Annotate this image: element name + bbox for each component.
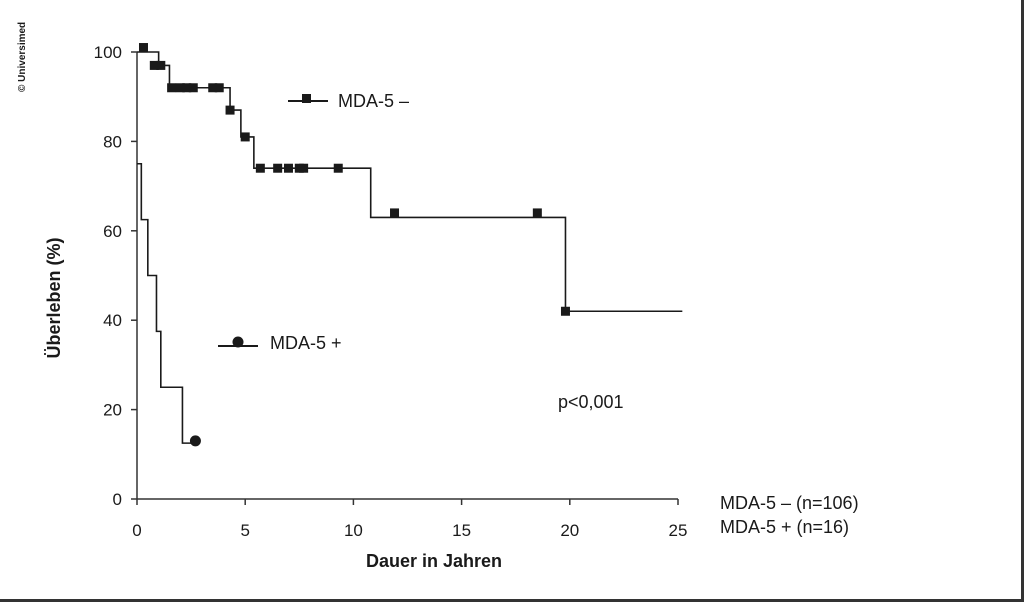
y-axis-title: Überleben (%) [44,237,64,358]
censor-square-mark [240,132,250,142]
censor-square-mark [225,105,235,115]
censor-square-mark [138,43,148,53]
legend-square-marker [302,94,311,103]
censor-circle-mark [189,435,201,447]
censor-square-mark [167,83,177,93]
axes [136,52,678,500]
x-tick-label: 10 [344,521,363,540]
x-axis-title: Dauer in Jahren [366,551,502,571]
p-value: p<0,001 [558,392,624,412]
censor-square-mark [182,83,192,93]
legend-label-mda5-negative: MDA-5 – [338,91,409,111]
curve-mda5-positive [137,162,196,444]
credit-watermark: © Universimed [17,22,28,92]
y-tick-label: 80 [103,132,122,151]
censor-square-mark [208,83,218,93]
censor-square-mark [299,163,309,173]
x-ticks: 0 5 10 15 20 25 [132,499,687,540]
x-tick-label: 25 [669,521,688,540]
legend-circle-marker [232,336,244,348]
censor-square-mark [560,306,570,316]
censor-square-mark [156,60,166,70]
censor-square-mark [283,163,293,173]
censor-square-mark [255,163,265,173]
censor-square-mark [273,163,283,173]
censor-square-mark [149,60,159,70]
y-tick-label: 60 [103,222,122,241]
n-label-mda5-positive: MDA-5 + (n=16) [720,517,849,537]
censor-square-mark [333,163,343,173]
y-tick-label: 20 [103,401,122,420]
x-tick-label: 5 [240,521,249,540]
y-tick-label: 100 [94,43,122,62]
survival-curves [137,51,683,444]
x-tick-label: 0 [132,521,141,540]
censor-markers [138,43,570,447]
censor-square-mark [175,83,185,93]
legend-mda5-negative: MDA-5 – [288,91,409,111]
censor-square-mark [188,83,198,93]
y-ticks: 0 20 40 60 80 100 [94,43,137,509]
legend-label-mda5-positive: MDA-5 + [270,333,342,353]
x-tick-label: 15 [452,521,471,540]
censor-square-mark [390,208,400,218]
censor-square-mark [214,83,224,93]
x-tick-label: 20 [560,521,579,540]
n-label-mda5-negative: MDA-5 – (n=106) [720,493,859,513]
legend-mda5-positive: MDA-5 + [218,333,342,353]
y-tick-label: 40 [103,311,122,330]
censor-square-mark [532,208,542,218]
y-tick-label: 0 [113,490,122,509]
